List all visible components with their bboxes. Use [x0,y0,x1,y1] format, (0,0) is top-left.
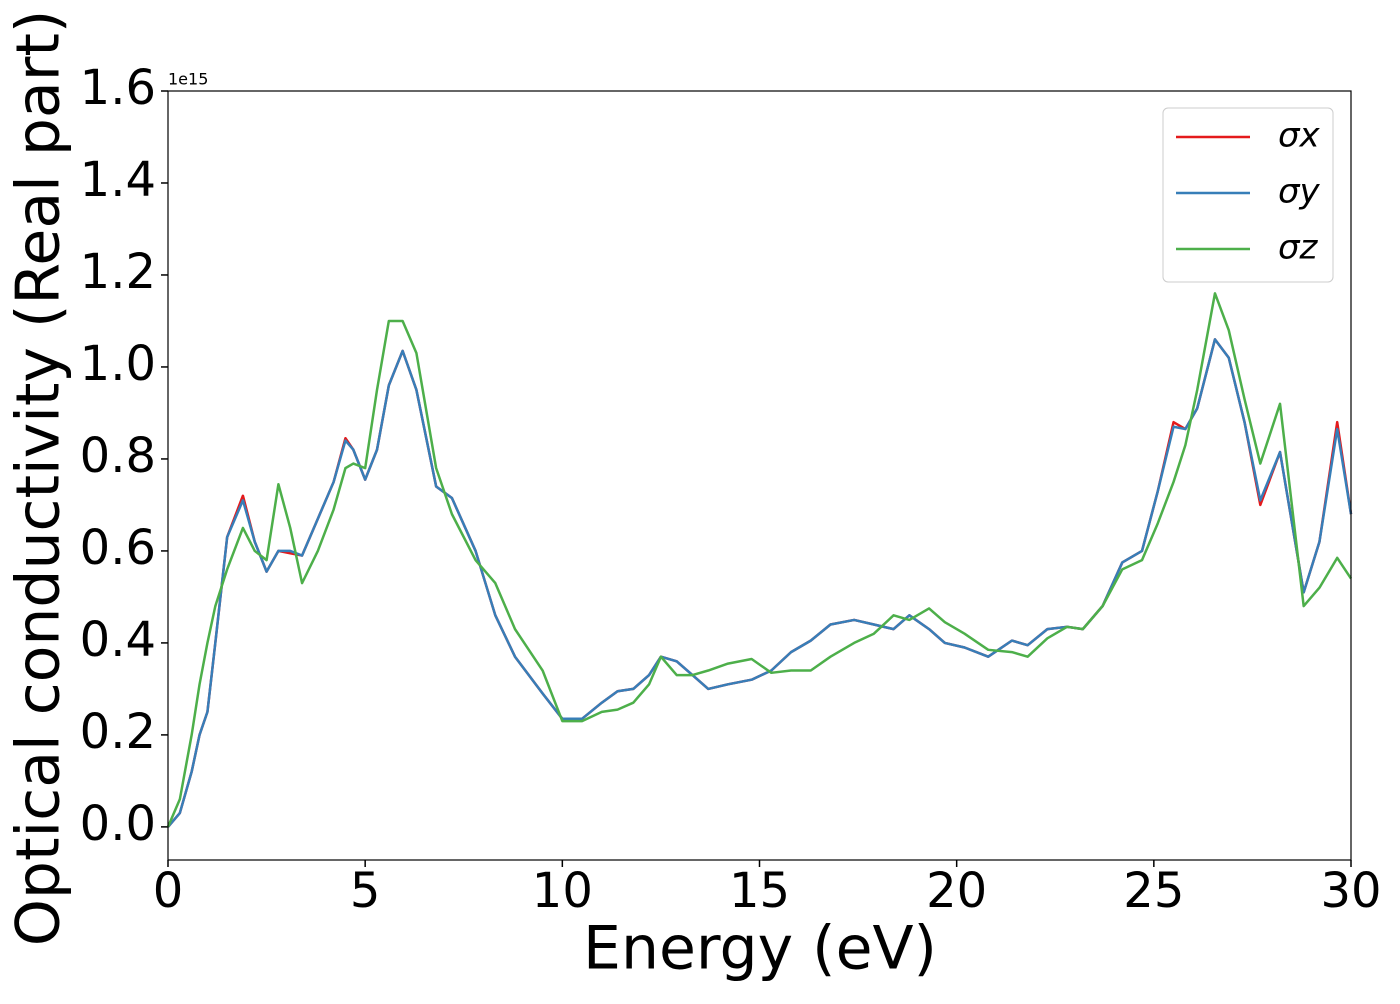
y-tick-label: 1.6 [80,60,156,116]
x-tick-label: 20 [926,863,987,919]
x-tick-label: 25 [1123,863,1184,919]
x-axis-label: Energy (eV) [583,914,937,984]
legend-label: σy [1278,172,1321,212]
y-tick-label: 0.0 [80,796,156,852]
legend-label: σz [1278,228,1319,268]
y-tick-label: 1.0 [80,336,156,392]
data-line [167,338,1353,828]
x-tick-label: 0 [153,863,184,919]
y-tick-label: 0.2 [80,704,156,760]
legend-label: σx [1278,116,1321,156]
y-axis-label: Optical conductivity (Real part) [4,10,74,947]
plot-frame [167,90,1352,861]
x-tick-label: 5 [350,863,381,919]
legend: σx σy σz [1162,107,1334,283]
legend-box [1162,107,1334,283]
x-tick-label: 10 [532,863,593,919]
y-tick-label: 1.4 [80,152,156,208]
x-tick-label: 15 [729,863,790,919]
y-tick-label: 1.2 [80,244,156,300]
y-tick-label: 0.4 [80,612,156,668]
x-tick-label: 30 [1320,863,1381,919]
y-tick-label: 0.8 [80,428,156,484]
y-tick-label: 0.6 [80,520,156,576]
offset-text: 1e15 [168,70,208,89]
data-line [167,338,1353,828]
data-line [166,292,1353,828]
